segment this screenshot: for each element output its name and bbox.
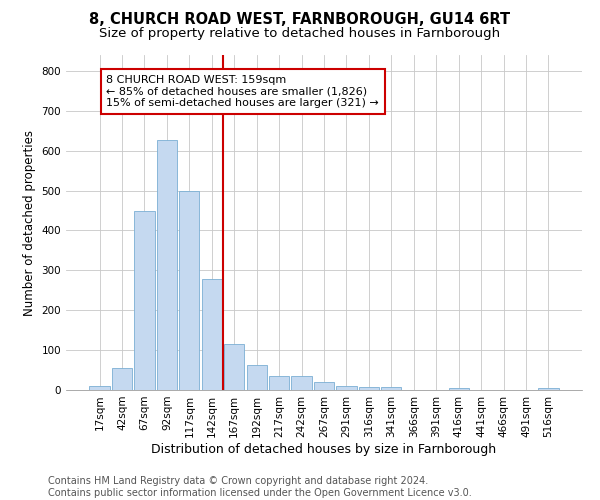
Bar	[134, 210, 155, 390]
Text: Size of property relative to detached houses in Farnborough: Size of property relative to detached ho…	[100, 28, 500, 40]
Bar	[292, 376, 311, 390]
Bar	[449, 388, 469, 390]
Bar	[224, 344, 244, 390]
Text: Contains HM Land Registry data © Crown copyright and database right 2024.
Contai: Contains HM Land Registry data © Crown c…	[48, 476, 472, 498]
Bar	[269, 376, 289, 390]
Bar	[337, 386, 356, 390]
Bar	[247, 365, 267, 390]
Bar	[157, 140, 177, 390]
Text: 8 CHURCH ROAD WEST: 159sqm
← 85% of detached houses are smaller (1,826)
15% of s: 8 CHURCH ROAD WEST: 159sqm ← 85% of deta…	[106, 75, 379, 108]
Y-axis label: Number of detached properties: Number of detached properties	[23, 130, 36, 316]
Bar	[202, 279, 222, 390]
Text: 8, CHURCH ROAD WEST, FARNBOROUGH, GU14 6RT: 8, CHURCH ROAD WEST, FARNBOROUGH, GU14 6…	[89, 12, 511, 28]
X-axis label: Distribution of detached houses by size in Farnborough: Distribution of detached houses by size …	[151, 442, 497, 456]
Bar	[89, 386, 110, 390]
Bar	[381, 387, 401, 390]
Bar	[112, 368, 132, 390]
Bar	[359, 387, 379, 390]
Bar	[179, 190, 199, 390]
Bar	[538, 388, 559, 390]
Bar	[314, 382, 334, 390]
